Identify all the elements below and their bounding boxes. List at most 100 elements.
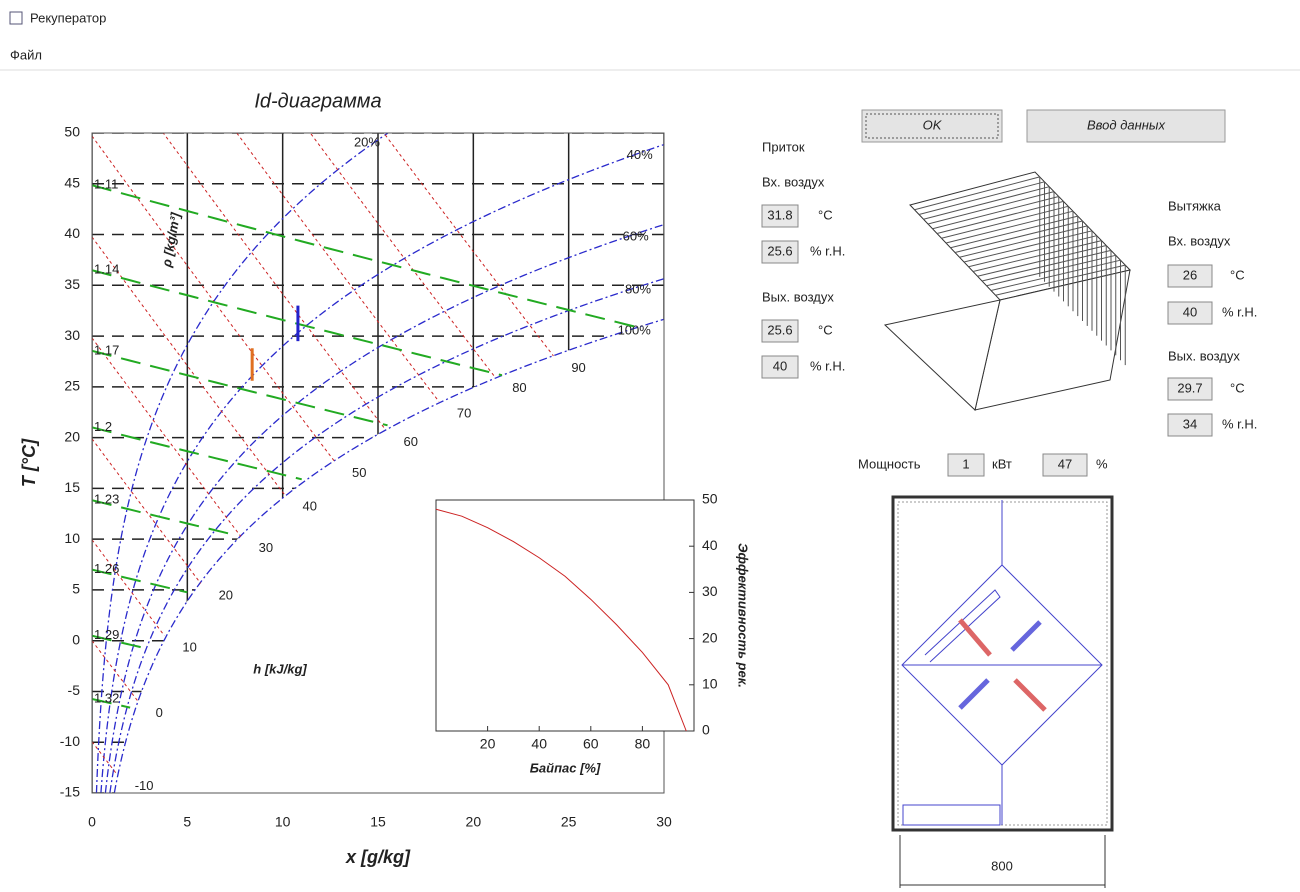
density-label: 1.32 bbox=[94, 690, 119, 705]
button-label: Ввод данных bbox=[1087, 117, 1165, 132]
input-field[interactable] bbox=[1167, 301, 1213, 325]
y-tick-label: 5 bbox=[72, 581, 80, 597]
x-tick-label: 10 bbox=[275, 814, 291, 830]
x-tick-label: 80 bbox=[635, 736, 651, 752]
unit: % r.H. bbox=[1222, 416, 1257, 431]
enthalpy-label: 10 bbox=[182, 640, 196, 655]
section-title: Вытяжка bbox=[1168, 198, 1222, 213]
y-tick-label: 30 bbox=[702, 583, 718, 599]
unit: °C bbox=[1230, 267, 1245, 282]
input-field[interactable] bbox=[1167, 413, 1213, 437]
y-tick-label: 40 bbox=[64, 225, 80, 241]
density-label: 1.14 bbox=[94, 262, 119, 277]
density-label: 1.23 bbox=[94, 492, 119, 507]
unit: % bbox=[1096, 456, 1108, 471]
density-axis-label: ρ [kg/m³] bbox=[159, 211, 184, 269]
section-title: Приток bbox=[762, 139, 805, 154]
unit: % r.H. bbox=[810, 243, 845, 258]
y-tick-label: -5 bbox=[68, 682, 81, 698]
plot-frame bbox=[91, 132, 665, 794]
field-label: Вых. воздух bbox=[762, 289, 834, 304]
density-label: 1.26 bbox=[94, 561, 119, 576]
field-value: 47 bbox=[1058, 456, 1072, 471]
x-tick-label: 40 bbox=[531, 736, 547, 752]
y-tick-label: 25 bbox=[64, 378, 80, 394]
enthalpy-label: -10 bbox=[135, 778, 154, 793]
density-label: 1.17 bbox=[94, 342, 119, 357]
density-label: 1.29 bbox=[94, 627, 119, 642]
enthalpy-label: 60 bbox=[404, 434, 418, 449]
input-button[interactable] bbox=[1026, 109, 1226, 143]
field-value: 29.7 bbox=[1177, 380, 1202, 395]
enthalpy-label: 90 bbox=[571, 360, 585, 375]
field-label: Вых. воздух bbox=[1168, 348, 1240, 363]
density-line bbox=[92, 349, 388, 427]
density-label: 1.2 bbox=[94, 419, 112, 434]
y-tick-label: 50 bbox=[702, 491, 718, 507]
enthalpy-line bbox=[162, 133, 387, 431]
input-field[interactable] bbox=[947, 453, 985, 477]
rh-line bbox=[100, 143, 664, 793]
focus-ring bbox=[865, 113, 999, 139]
x-tick-label: 20 bbox=[480, 736, 496, 752]
density-line bbox=[92, 634, 150, 651]
unsaturated-mask bbox=[92, 133, 664, 793]
enthalpy-line bbox=[309, 133, 495, 377]
field-value: 25.6 bbox=[767, 322, 792, 337]
input-field[interactable] bbox=[1167, 377, 1213, 401]
dimension-label: 800 bbox=[991, 858, 1013, 873]
x-tick-label: 25 bbox=[561, 814, 577, 830]
x-tick-label: 60 bbox=[583, 736, 599, 752]
input-field[interactable] bbox=[1167, 264, 1213, 288]
y-tick-label: 20 bbox=[702, 629, 718, 645]
x-axis-label: Байпас [%] bbox=[530, 760, 601, 775]
density-line bbox=[92, 184, 636, 328]
y-tick-label: 20 bbox=[64, 428, 80, 444]
chart-title: Id-диаграмма bbox=[254, 90, 381, 112]
input-field[interactable] bbox=[761, 319, 799, 343]
input-field[interactable] bbox=[761, 355, 799, 379]
rh-label: 40% bbox=[627, 147, 653, 162]
enthalpy-line bbox=[383, 133, 554, 357]
y-tick-label: 45 bbox=[64, 174, 80, 190]
id-chart: Id-диаграмма x [g/kg] T [°C] -15-10-5051… bbox=[19, 90, 751, 867]
field-value: 25.6 bbox=[767, 243, 792, 258]
input-field[interactable] bbox=[1042, 453, 1088, 477]
density-label: 1.11 bbox=[94, 177, 118, 192]
y-tick-label: 50 bbox=[64, 124, 80, 140]
input-field[interactable] bbox=[761, 240, 799, 264]
enthalpy-label: 20 bbox=[219, 587, 233, 602]
unit: °C bbox=[818, 207, 833, 222]
enthalpy-label: 0 bbox=[156, 705, 163, 720]
enthalpy-line bbox=[92, 741, 118, 775]
y-tick-label: 35 bbox=[64, 276, 80, 292]
y-tick-label: 30 bbox=[64, 327, 80, 343]
enthalpy-label: 40 bbox=[302, 499, 316, 514]
enthalpy-line bbox=[236, 133, 440, 402]
rh-label: 80% bbox=[625, 282, 651, 297]
y-tick-label: 15 bbox=[64, 479, 80, 495]
density-line bbox=[92, 499, 236, 536]
unit: % r.H. bbox=[1222, 304, 1257, 319]
input-field[interactable] bbox=[761, 204, 799, 228]
enthalpy-label: 50 bbox=[352, 465, 366, 480]
menu-item[interactable]: Файл bbox=[10, 47, 42, 62]
density-line bbox=[92, 697, 131, 709]
enthalpy-label: 70 bbox=[457, 406, 471, 421]
rh-label: 60% bbox=[623, 228, 649, 243]
x-axis-label: x [g/kg] bbox=[345, 847, 411, 867]
field-label: Вх. воздух bbox=[1168, 233, 1231, 248]
y-tick-label: -10 bbox=[60, 733, 80, 749]
ok-button[interactable] bbox=[861, 109, 1003, 143]
line bbox=[435, 508, 687, 732]
exchanger-schematic bbox=[891, 495, 1114, 888]
field-value: 31.8 bbox=[767, 207, 792, 222]
window-title: Рекуператор bbox=[30, 10, 106, 25]
y-tick-label: 40 bbox=[702, 537, 718, 553]
exchanger-3d bbox=[883, 171, 1131, 411]
enthalpy-line bbox=[92, 640, 139, 702]
unit: кВт bbox=[992, 456, 1012, 471]
field-value: 26 bbox=[1183, 267, 1197, 282]
app-icon bbox=[9, 11, 23, 25]
